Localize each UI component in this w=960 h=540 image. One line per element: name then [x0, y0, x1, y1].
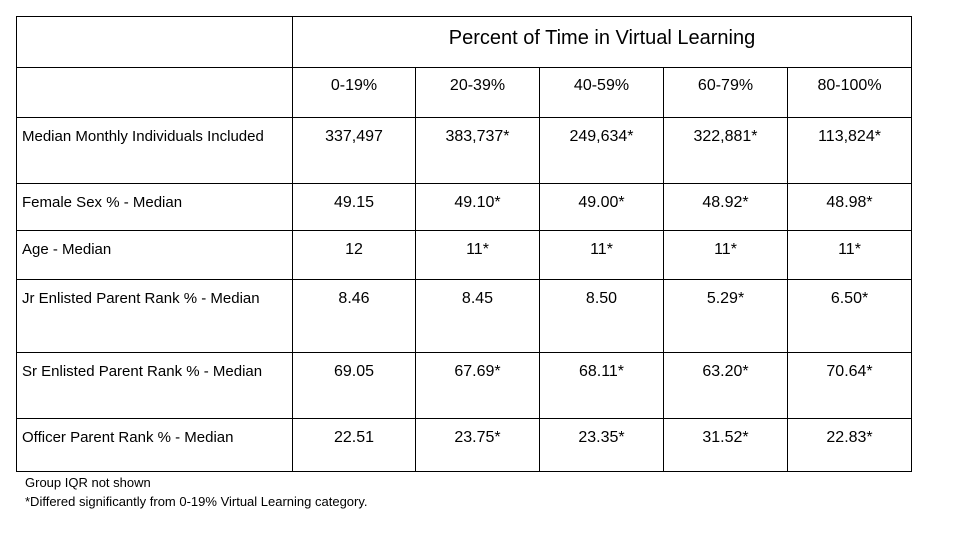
row-label: Median Monthly Individuals Included — [16, 117, 293, 184]
table-row: Jr Enlisted Parent Rank % - Median 8.46 … — [16, 279, 913, 353]
table-row: Officer Parent Rank % - Median 22.51 23.… — [16, 418, 913, 472]
title-row: Percent of Time in Virtual Learning — [16, 16, 913, 68]
row-label: Sr Enlisted Parent Rank % - Median — [16, 352, 293, 419]
table-cell: 8.46 — [292, 279, 416, 353]
table-cell: 31.52* — [663, 418, 788, 472]
table-cell: 70.64* — [786, 352, 913, 419]
table-row: Female Sex % - Median 49.15 49.10* 49.00… — [16, 183, 913, 231]
table-cell: 12 — [292, 230, 416, 280]
column-header: 20-39% — [415, 67, 540, 118]
footnote-significance: *Differed significantly from 0-19% Virtu… — [25, 494, 368, 509]
row-label: Female Sex % - Median — [16, 183, 293, 231]
table-cell: 67.69* — [415, 352, 540, 419]
table-cell: 68.11* — [539, 352, 664, 419]
table-cell: 48.92* — [663, 183, 788, 231]
table-footnotes: Group IQR not shown *Differed significan… — [25, 473, 368, 511]
row-label: Officer Parent Rank % - Median — [16, 418, 293, 472]
column-header: 0-19% — [292, 67, 416, 118]
table-cell: 322,881* — [663, 117, 788, 184]
table-cell: 5.29* — [663, 279, 788, 353]
table-cell: 8.50 — [539, 279, 664, 353]
table-row: Median Monthly Individuals Included 337,… — [16, 117, 913, 184]
row-label: Jr Enlisted Parent Rank % - Median — [16, 279, 293, 353]
table-cell: 11* — [786, 230, 913, 280]
column-header: 60-79% — [663, 67, 788, 118]
table-cell: 249,634* — [539, 117, 664, 184]
data-table: Percent of Time in Virtual Learning 0-19… — [16, 16, 913, 472]
table-cell: 11* — [663, 230, 788, 280]
table-cell: 48.98* — [786, 183, 913, 231]
row-label: Age - Median — [16, 230, 293, 280]
table-cell: 113,824* — [786, 117, 913, 184]
table-cell: 22.83* — [786, 418, 913, 472]
table-cell: 23.75* — [415, 418, 540, 472]
table-cell: 63.20* — [663, 352, 788, 419]
table-cell: 22.51 — [292, 418, 416, 472]
table-row: Age - Median 12 11* 11* 11* 11* — [16, 230, 913, 280]
table-cell: 49.00* — [539, 183, 664, 231]
footnote-iqr: Group IQR not shown — [25, 475, 151, 490]
table-cell: 11* — [539, 230, 664, 280]
table-header-title: Percent of Time in Virtual Learning — [291, 16, 913, 68]
corner-cell — [16, 16, 293, 68]
column-header: 80-100% — [786, 67, 913, 118]
table-cell: 11* — [415, 230, 540, 280]
table-cell: 49.15 — [292, 183, 416, 231]
row-label-header-cell — [16, 67, 293, 118]
column-header-row: 0-19% 20-39% 40-59% 60-79% 80-100% — [16, 67, 913, 118]
table-cell: 383,737* — [415, 117, 540, 184]
table-row: Sr Enlisted Parent Rank % - Median 69.05… — [16, 352, 913, 419]
table-cell: 23.35* — [539, 418, 664, 472]
column-header: 40-59% — [539, 67, 664, 118]
table-cell: 49.10* — [415, 183, 540, 231]
table-cell: 6.50* — [786, 279, 913, 353]
table-cell: 69.05 — [292, 352, 416, 419]
table-cell: 337,497 — [292, 117, 416, 184]
table-cell: 8.45 — [415, 279, 540, 353]
